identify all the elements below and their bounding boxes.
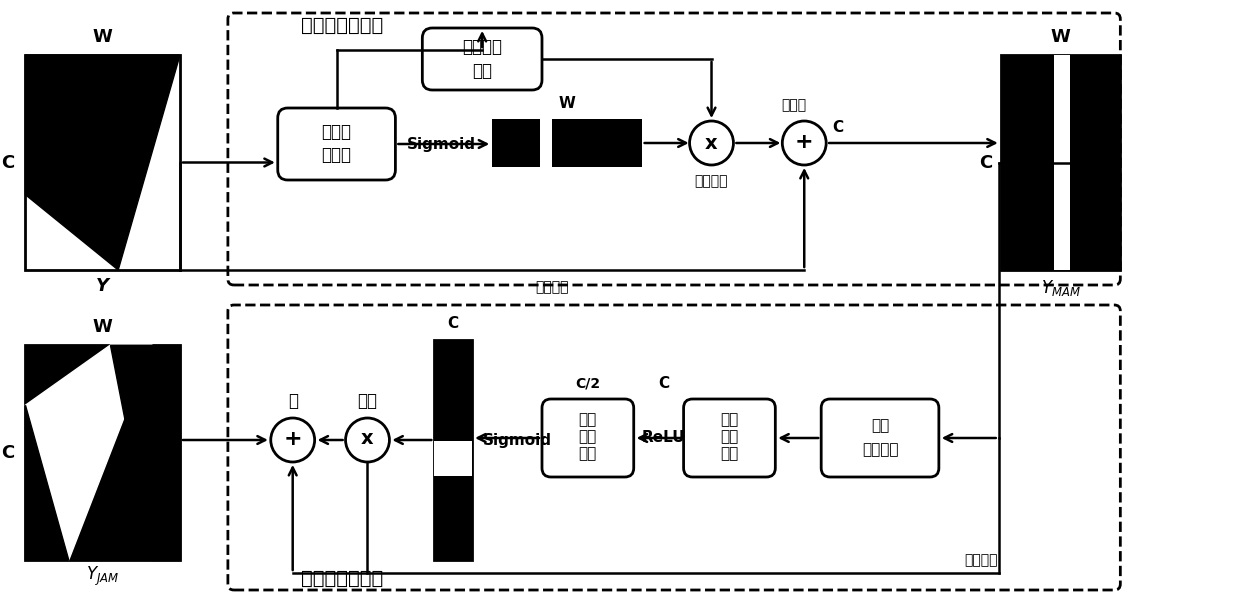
- FancyBboxPatch shape: [278, 108, 396, 180]
- Text: C: C: [832, 119, 843, 135]
- Text: 第一卷: 第一卷: [321, 123, 352, 141]
- Text: $Y_{MAM}$: $Y_{MAM}$: [1040, 278, 1080, 298]
- Text: W: W: [558, 95, 575, 111]
- Circle shape: [346, 418, 389, 462]
- Text: 模块: 模块: [472, 62, 492, 80]
- Bar: [539, 119, 552, 167]
- Text: 第二: 第二: [579, 413, 596, 427]
- Circle shape: [270, 418, 315, 462]
- Text: x: x: [361, 429, 373, 448]
- Text: x: x: [706, 133, 718, 153]
- FancyBboxPatch shape: [542, 399, 634, 477]
- Text: C: C: [658, 376, 670, 391]
- Text: 残差连接: 残差连接: [536, 280, 569, 294]
- Polygon shape: [26, 345, 153, 560]
- Polygon shape: [26, 55, 118, 270]
- Text: W: W: [1050, 28, 1070, 46]
- Text: $Y_{JAM}$: $Y_{JAM}$: [86, 565, 119, 587]
- Text: +: +: [284, 429, 303, 449]
- Polygon shape: [26, 405, 68, 560]
- Text: 第一: 第一: [720, 413, 739, 427]
- Text: 模块: 模块: [720, 446, 739, 461]
- Text: 第二卷积: 第二卷积: [463, 38, 502, 56]
- Bar: [434, 441, 472, 477]
- Bar: [26, 55, 180, 270]
- Polygon shape: [110, 345, 180, 560]
- Text: 卷积: 卷积: [720, 429, 739, 445]
- Text: 激励注意力模块: 激励注意力模块: [301, 15, 383, 34]
- FancyBboxPatch shape: [683, 399, 775, 477]
- Bar: [1070, 55, 1073, 270]
- Circle shape: [689, 121, 733, 165]
- Text: W: W: [93, 318, 113, 336]
- Text: 优化模块: 优化模块: [694, 174, 728, 188]
- Bar: [1052, 55, 1073, 270]
- Text: C: C: [448, 315, 459, 330]
- Polygon shape: [26, 55, 180, 270]
- FancyBboxPatch shape: [821, 399, 939, 477]
- Text: C: C: [980, 154, 992, 172]
- Text: +: +: [795, 132, 813, 152]
- Text: 残差连接: 残差连接: [963, 553, 997, 567]
- Bar: [492, 119, 642, 167]
- Text: C: C: [1, 154, 14, 172]
- Text: C/2: C/2: [575, 376, 600, 390]
- Text: Y: Y: [97, 277, 109, 295]
- Text: 池化模块: 池化模块: [862, 443, 898, 458]
- Circle shape: [782, 121, 826, 165]
- FancyBboxPatch shape: [423, 28, 542, 90]
- Text: 平均: 平均: [870, 418, 889, 434]
- Text: 卷积: 卷积: [579, 429, 596, 445]
- Bar: [26, 345, 180, 560]
- Bar: [434, 340, 472, 560]
- Text: 加法器: 加法器: [781, 98, 807, 112]
- Text: Sigmoid: Sigmoid: [482, 432, 552, 448]
- Text: Sigmoid: Sigmoid: [407, 137, 476, 151]
- Bar: [1052, 55, 1054, 270]
- Text: ReLU: ReLU: [642, 430, 686, 445]
- Bar: [1001, 55, 1121, 270]
- Text: 通道注意力模块: 通道注意力模块: [301, 568, 383, 587]
- Text: 积模块: 积模块: [321, 146, 352, 164]
- Text: W: W: [93, 28, 113, 46]
- Text: C: C: [1, 443, 14, 461]
- Text: 模块: 模块: [579, 446, 596, 461]
- Text: 优化: 优化: [357, 392, 377, 410]
- Text: 加: 加: [288, 392, 298, 410]
